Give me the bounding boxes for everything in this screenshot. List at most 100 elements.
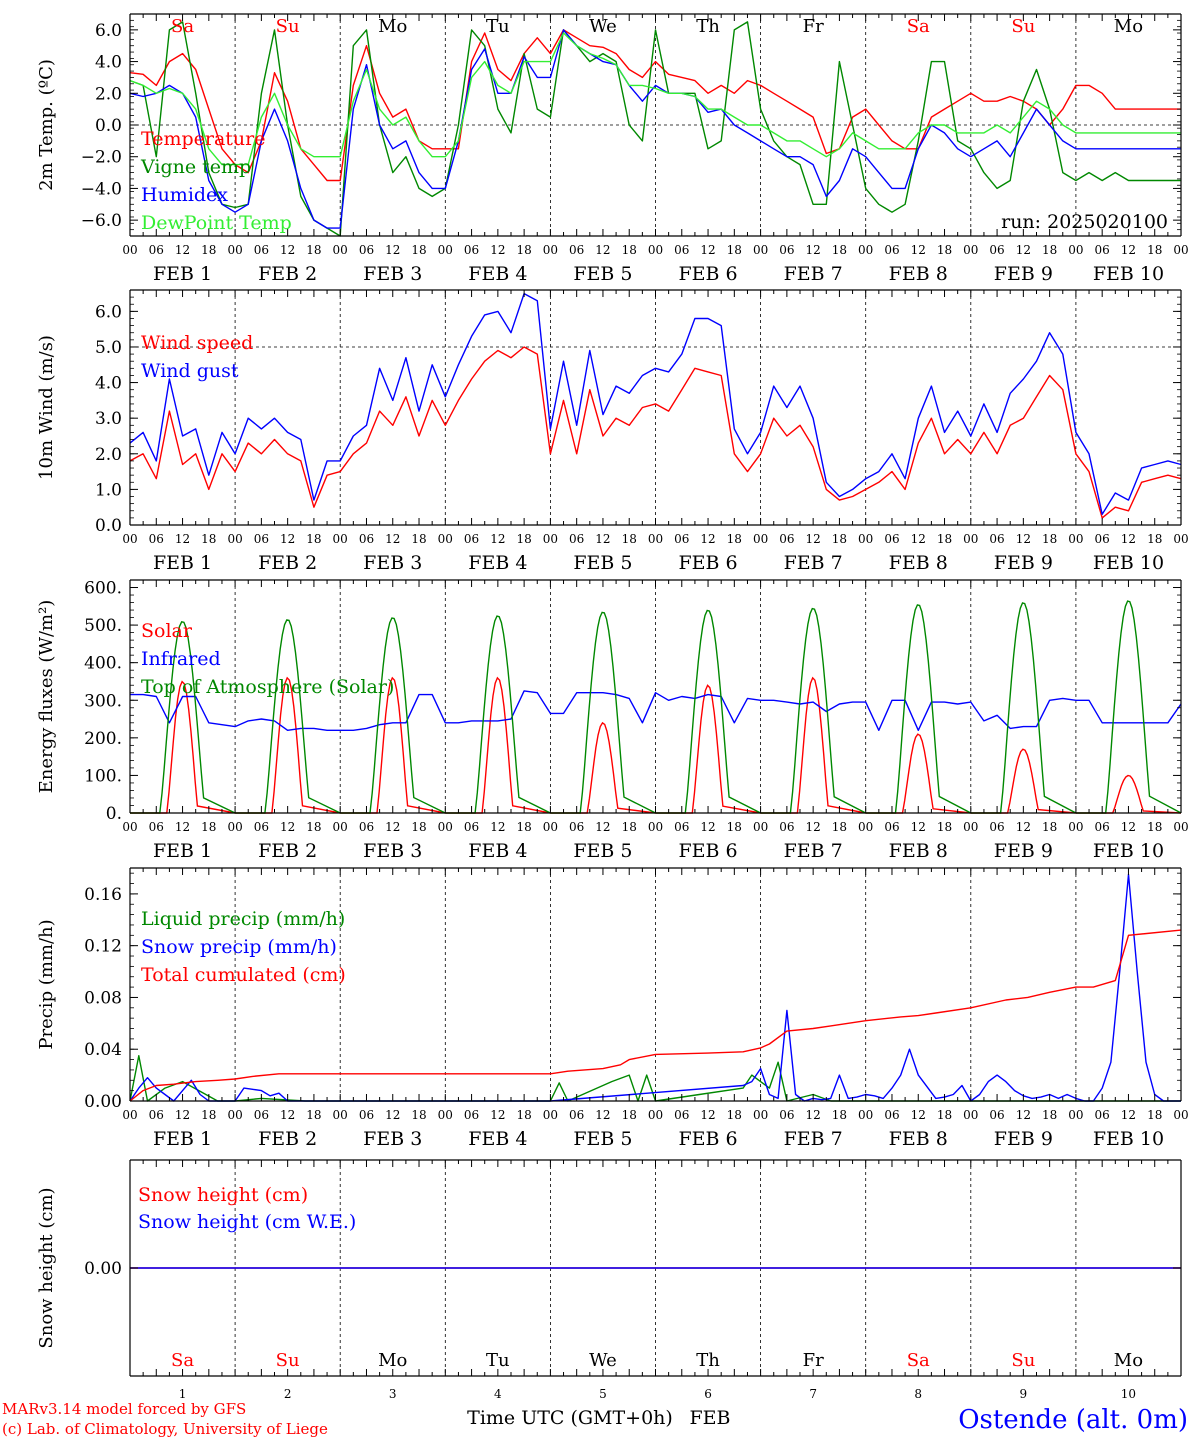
station-name: Ostende (alt. 0m) [958,1405,1188,1435]
date-label: FEB 6 [678,1128,737,1150]
hour-tick-label: 00 [858,532,873,546]
series-line-total-cumulated-cm- [129,929,1182,1102]
y-tick-label: 400. [84,654,122,674]
day-of-week-label: Th [696,1350,720,1371]
date-label: FEB 9 [994,552,1053,574]
series-line-solar-day-9 [970,748,1076,814]
hour-tick-label: 18 [937,532,952,546]
hour-tick-label: 12 [175,532,190,546]
y-tick-label: 0.00 [84,1092,122,1112]
hour-tick-label: 12 [911,532,926,546]
day-of-week-label: Tu [486,16,510,37]
hour-tick-label: 00 [333,243,348,257]
hour-tick-label: 12 [1121,1108,1136,1122]
day-of-week-label: Fr [803,16,824,37]
date-label: FEB 4 [468,263,527,285]
hour-tick-label: 18 [306,243,321,257]
hour-tick-label: 12 [1121,243,1136,257]
hour-tick-label: 06 [779,1108,794,1122]
y-axis-title: Snow height (cm) [36,1187,57,1348]
legend-entry: Total cumulated (cm) [141,964,346,986]
hour-tick-label: 00 [227,820,242,834]
y-tick-label: 3.0 [95,409,122,429]
hour-tick-label: 06 [149,532,164,546]
hour-tick-label: 18 [622,1108,637,1122]
date-label: FEB 1 [153,552,212,574]
day-number-label: 9 [1020,1387,1028,1401]
hour-tick-label: 18 [411,532,426,546]
hour-tick-label: 12 [385,820,400,834]
hour-tick-label: 00 [1173,1108,1188,1122]
hour-tick-label: 12 [490,243,505,257]
hour-tick-label: 06 [674,532,689,546]
hour-tick-label: 18 [622,532,637,546]
series-line-vigne-temp [129,21,1181,237]
hour-tick-label: 18 [622,243,637,257]
hour-tick-label: 00 [543,1108,558,1122]
series-line-solar-day-2 [235,676,341,814]
day-of-week-label: Mo [378,1350,407,1371]
date-label: FEB 1 [153,840,212,862]
day-of-week-label: Th [696,16,720,37]
date-label: FEB 2 [258,263,317,285]
y-tick-label: 4.0 [95,374,122,394]
series-line-humidex [129,29,1181,229]
date-label: FEB 8 [889,263,948,285]
date-label: FEB 4 [468,840,527,862]
hour-tick-label: 12 [806,1108,821,1122]
y-tick-label: 0.04 [84,1040,122,1060]
y-tick-label: 2.0 [95,84,122,104]
date-label: FEB 6 [678,263,737,285]
day-number-label: 3 [389,1387,397,1401]
series-line-top-of-atmosphere-solar--day-5 [550,611,656,814]
hour-tick-label: 00 [753,1108,768,1122]
day-of-week-label: We [589,16,617,37]
day-of-week-label: Sa [171,1350,194,1371]
y-tick-label: 0.12 [84,937,122,957]
series-line-solar-day-1 [130,680,236,814]
hour-tick-label: 00 [648,820,663,834]
hour-tick-label: 06 [254,243,269,257]
hour-tick-label: 18 [727,532,742,546]
hour-tick-label: 18 [832,243,847,257]
hour-tick-label: 18 [727,820,742,834]
hour-tick-label: 12 [175,243,190,257]
y-tick-label: 0.0 [95,116,122,136]
hour-tick-label: 18 [1147,1108,1162,1122]
y-tick-label: −6.0 [81,211,122,231]
date-label: FEB 3 [363,263,422,285]
hour-tick-label: 00 [122,532,137,546]
hour-tick-label: 06 [1095,243,1110,257]
day-of-week-label: Su [276,16,300,37]
legend-entry: Vigne temp [140,156,251,178]
x-axis-title: Time UTC (GMT+0h) [467,1407,673,1429]
hour-tick-label: 00 [1068,243,1083,257]
hour-tick-label: 00 [543,532,558,546]
hour-tick-label: 18 [832,1108,847,1122]
series-line-solar-day-5 [550,721,656,814]
date-label: FEB 9 [994,1128,1053,1150]
date-label: FEB 3 [363,552,422,574]
model-credit: MARv3.14 model forced by GFS [2,1400,246,1418]
y-tick-label: 4.0 [95,53,122,73]
date-label: FEB 6 [678,552,737,574]
legend-entry: Liquid precip (mm/h) [141,908,345,930]
hour-tick-label: 06 [779,820,794,834]
y-tick-label: 600. [84,579,122,599]
hour-tick-label: 00 [333,1108,348,1122]
x-axis-title-month: FEB [689,1407,730,1429]
hour-tick-label: 00 [858,243,873,257]
hour-tick-label: 18 [516,532,531,546]
date-label: FEB 10 [1093,840,1164,862]
hour-tick-label: 00 [1068,532,1083,546]
hour-tick-label: 12 [175,820,190,834]
hour-tick-label: 18 [832,820,847,834]
hour-tick-label: 12 [280,532,295,546]
date-label: FEB 1 [153,1128,212,1150]
hour-tick-label: 06 [359,532,374,546]
hour-tick-label: 00 [227,532,242,546]
hour-tick-label: 18 [1147,243,1162,257]
date-label: FEB 5 [573,552,632,574]
date-label: FEB 5 [573,263,632,285]
y-axis-title: Precip (mm/h) [36,919,57,1049]
